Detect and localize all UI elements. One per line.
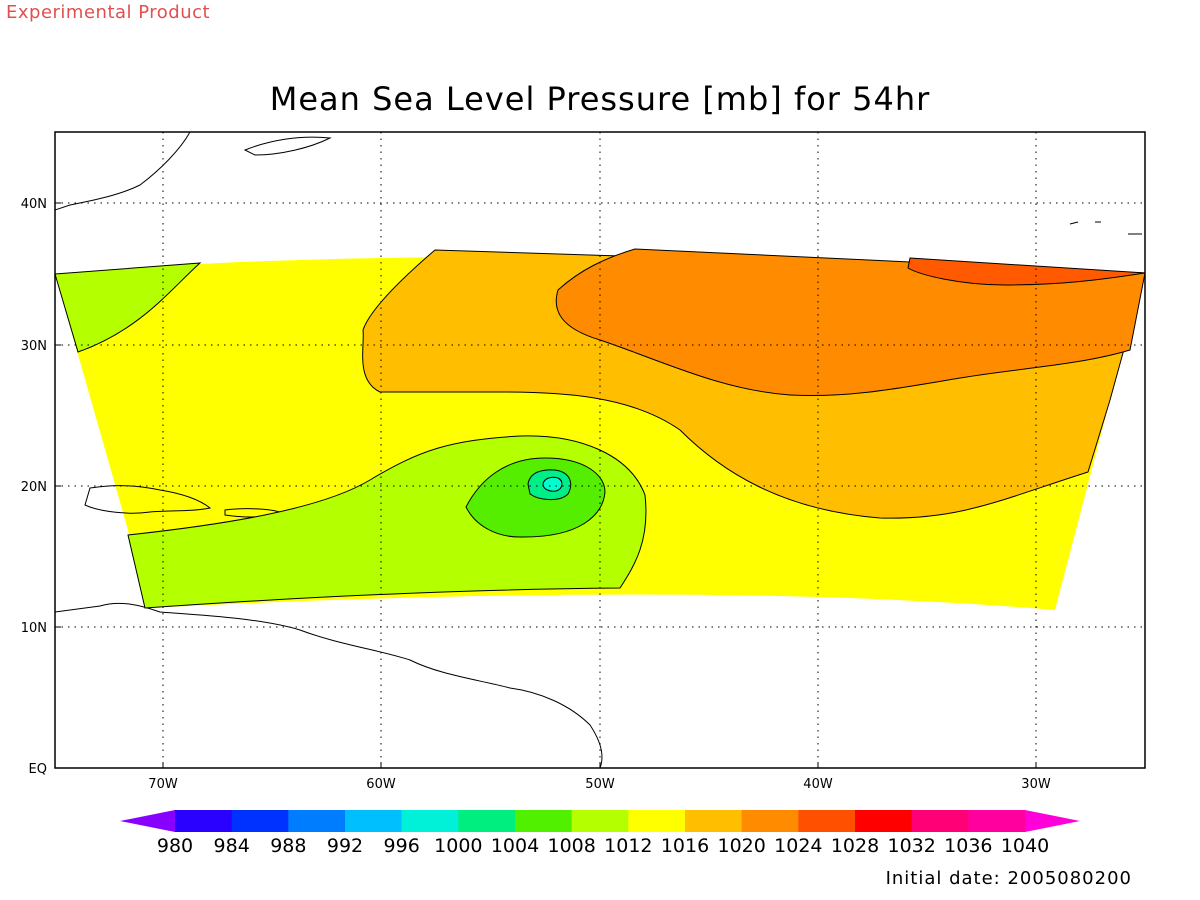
axis-ticks: [55, 202, 1037, 768]
colorbar-label: 1040: [1001, 835, 1049, 857]
landmass-north-america: [55, 132, 191, 211]
colorbar-label: 1028: [831, 835, 879, 857]
colorbar-swatch: [571, 810, 629, 832]
colorbar-label: 1032: [887, 835, 935, 857]
lon-label-60w: 60W: [366, 777, 396, 792]
colorbar-label: 988: [270, 835, 306, 857]
landmass-south-america: [55, 602, 603, 768]
colorbar-swatch: [968, 810, 1026, 832]
colorbar-label: 1024: [774, 835, 822, 857]
lon-label-40w: 40W: [803, 777, 833, 792]
colorbar-label: 996: [384, 835, 420, 857]
colorbar-swatch: [458, 810, 516, 832]
colorbar-swatch: [515, 810, 573, 832]
colorbar-swatch: [685, 810, 743, 832]
map-title: Mean Sea Level Pressure [mb] for 54hr: [269, 80, 931, 118]
colorbar-swatch: [231, 810, 289, 832]
coastlines: [55, 132, 1142, 768]
colorbar-swatch: [175, 810, 233, 832]
colorbar-label: 1012: [604, 835, 652, 857]
lat-label-20n: 20N: [21, 480, 47, 495]
colorbar-label: 1036: [944, 835, 992, 857]
landmass-nova-scotia: [243, 136, 332, 156]
colorbar-swatch: [855, 810, 913, 832]
colorbar-arrow-high: [1025, 810, 1080, 832]
colorbar-swatch: [401, 810, 459, 832]
colorbar-swatch: [741, 810, 799, 832]
colorbar-label: 992: [327, 835, 363, 857]
lat-label-40n: 40N: [21, 197, 47, 212]
landmass-azores: [1069, 221, 1142, 235]
colorbar-label: 1008: [547, 835, 595, 857]
lat-label-30n: 30N: [21, 339, 47, 354]
colorbar-label: 1000: [434, 835, 482, 857]
lat-label-eq: EQ: [29, 762, 47, 777]
colorbar-arrow-low: [120, 810, 175, 832]
lon-label-30w: 30W: [1021, 777, 1051, 792]
colorbar-label: 984: [214, 835, 250, 857]
map-plot-area: [55, 132, 1145, 768]
isobar-996: [542, 476, 563, 492]
lon-label-70w: 70W: [148, 777, 178, 792]
colorbar-swatch: [628, 810, 686, 832]
lat-label-10n: 10N: [21, 621, 47, 636]
colorbar-swatch: [798, 810, 856, 832]
colorbar-swatch: [288, 810, 346, 832]
colorbar-label: 1004: [491, 835, 539, 857]
initial-date: Initial date: 2005080200: [885, 868, 1132, 889]
lon-label-50w: 50W: [585, 777, 615, 792]
colorbar-swatch: [911, 810, 969, 832]
colorbar-swatch: [345, 810, 403, 832]
colorbar-label: 1020: [717, 835, 765, 857]
colorbar: 980 984 988 992 996 1000 1004 1008 1012 1016 1020 1…: [120, 810, 1080, 857]
colorbar-label: 980: [157, 835, 193, 857]
experimental-product-banner: Experimental Product: [6, 2, 211, 23]
colorbar-label: 1016: [661, 835, 709, 857]
